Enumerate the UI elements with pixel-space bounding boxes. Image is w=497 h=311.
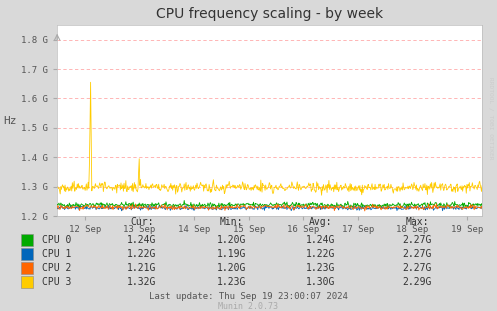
Text: 1.20G: 1.20G: [216, 235, 246, 245]
Text: CPU 1: CPU 1: [42, 249, 72, 259]
Title: CPU frequency scaling - by week: CPU frequency scaling - by week: [156, 7, 383, 21]
Y-axis label: Hz: Hz: [3, 115, 17, 126]
Text: Avg:: Avg:: [309, 217, 332, 227]
Text: 2.29G: 2.29G: [403, 277, 432, 287]
Text: 2.27G: 2.27G: [403, 249, 432, 259]
Text: CPU 2: CPU 2: [42, 263, 72, 273]
Text: 1.23G: 1.23G: [216, 277, 246, 287]
Text: 1.19G: 1.19G: [216, 249, 246, 259]
Text: Min:: Min:: [219, 217, 243, 227]
Text: 1.30G: 1.30G: [306, 277, 335, 287]
Text: 1.24G: 1.24G: [127, 235, 157, 245]
Text: 1.23G: 1.23G: [306, 263, 335, 273]
Text: RRDTOOL / TOBI OETIKER: RRDTOOL / TOBI OETIKER: [488, 77, 493, 160]
Text: Munin 2.0.73: Munin 2.0.73: [219, 301, 278, 310]
Text: 1.21G: 1.21G: [127, 263, 157, 273]
Text: 1.22G: 1.22G: [306, 249, 335, 259]
Text: 1.32G: 1.32G: [127, 277, 157, 287]
Text: CPU 3: CPU 3: [42, 277, 72, 287]
Text: 2.27G: 2.27G: [403, 235, 432, 245]
Text: 1.22G: 1.22G: [127, 249, 157, 259]
Text: 2.27G: 2.27G: [403, 263, 432, 273]
Text: 1.24G: 1.24G: [306, 235, 335, 245]
Text: Cur:: Cur:: [130, 217, 154, 227]
Text: Last update: Thu Sep 19 23:00:07 2024: Last update: Thu Sep 19 23:00:07 2024: [149, 291, 348, 300]
Text: 1.20G: 1.20G: [216, 263, 246, 273]
Text: Max:: Max:: [406, 217, 429, 227]
Text: CPU 0: CPU 0: [42, 235, 72, 245]
